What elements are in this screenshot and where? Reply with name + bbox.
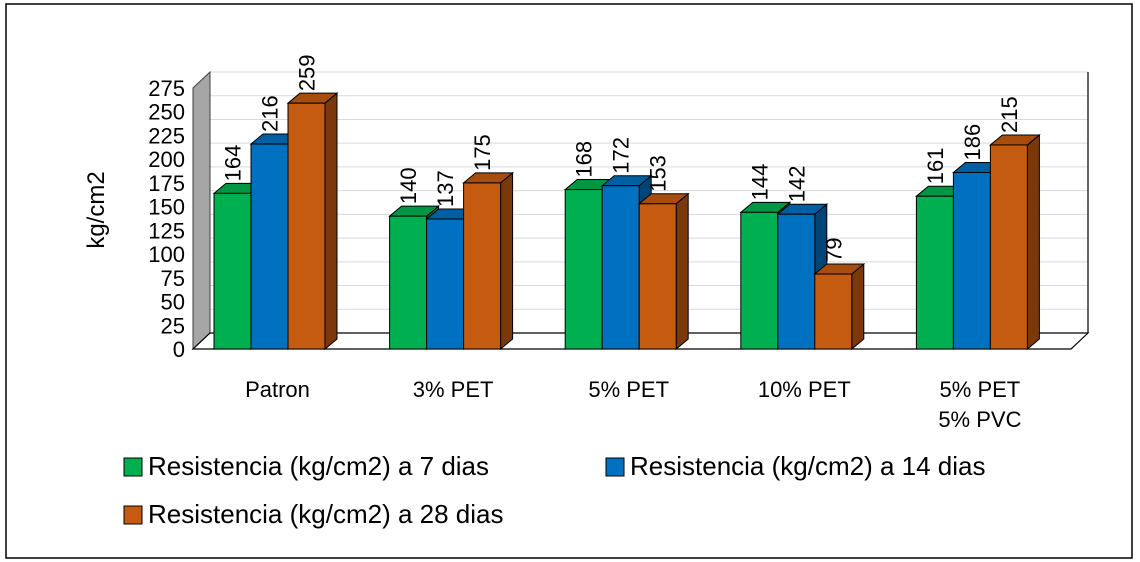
y-tick-label: 175 — [148, 171, 185, 196]
x-tick-label: 5% PET — [940, 377, 1021, 402]
bar-side — [675, 192, 689, 351]
data-label: 172 — [609, 137, 634, 174]
bar-front — [389, 215, 428, 350]
data-labels: 164 216 259 140 137 175 168 172 153 144 142 79 161 18… — [221, 54, 1022, 262]
bar-front — [250, 143, 289, 350]
bar-side — [324, 92, 338, 351]
legend-label: Resistencia (kg/cm2) a 14 dias — [630, 451, 985, 481]
y-tick-label: 250 — [148, 100, 185, 125]
bar-front — [463, 182, 502, 350]
bar-front — [287, 102, 326, 350]
data-label: 137 — [433, 170, 458, 207]
data-label: 153 — [646, 155, 671, 192]
data-label: 168 — [572, 141, 597, 178]
y-axis-title: kg/cm2 — [83, 171, 110, 248]
bar-front — [915, 195, 954, 350]
bars — [212, 92, 1041, 351]
side-wall — [192, 70, 211, 351]
bar-front — [740, 211, 779, 350]
y-tick-label: 125 — [148, 218, 185, 243]
bar-front — [601, 185, 640, 350]
data-label: 140 — [396, 167, 421, 204]
y-tick-label: 200 — [148, 147, 185, 172]
bar-side — [1026, 133, 1040, 351]
bar-front — [777, 213, 816, 350]
x-axis-categories: Patron 3% PET 5% PET 10% PET 5% PET 5% PVC — [245, 377, 1021, 432]
bar-front — [426, 218, 465, 350]
bar-front — [814, 273, 853, 350]
x-tick-label: 10% PET — [758, 377, 851, 402]
data-label: 215 — [997, 96, 1022, 133]
data-label: 216 — [258, 95, 283, 132]
bar-front — [989, 144, 1028, 350]
legend: Resistencia (kg/cm2) a 7 dias Resistencia… — [123, 451, 985, 529]
data-label: 259 — [295, 54, 320, 91]
legend-label: Resistencia (kg/cm2) a 7 dias — [148, 451, 489, 481]
legend-entry: Resistencia (kg/cm2) a 7 dias — [123, 451, 489, 481]
bar — [813, 262, 866, 351]
bar — [286, 92, 339, 351]
legend-swatch — [123, 505, 143, 525]
bar — [989, 133, 1041, 351]
legend-label: Resistencia (kg/cm2) a 28 dias — [148, 499, 503, 529]
data-label: 186 — [960, 124, 985, 161]
data-label: 161 — [923, 147, 948, 184]
bar-side — [851, 262, 865, 351]
y-tick-label: 150 — [148, 195, 185, 220]
x-tick-label: 5% PET — [588, 377, 669, 402]
bar — [462, 171, 514, 351]
bar-front — [213, 192, 252, 350]
data-label: 79 — [821, 238, 846, 262]
bar-side — [500, 171, 514, 351]
data-label: 144 — [747, 164, 772, 201]
y-tick-label: 225 — [148, 123, 185, 148]
bar-front — [952, 171, 991, 350]
legend-swatch — [605, 457, 625, 477]
x-tick-label: Patron — [245, 377, 310, 402]
bar-front — [564, 189, 603, 350]
legend-entry: Resistencia (kg/cm2) a 28 dias — [123, 499, 503, 529]
bar-front — [638, 203, 677, 350]
y-tick-label: 100 — [148, 242, 185, 267]
bar — [637, 192, 690, 351]
legend-entry: Resistencia (kg/cm2) a 14 dias — [605, 451, 985, 481]
y-tick-label: 275 — [148, 76, 185, 101]
data-label: 175 — [470, 134, 495, 171]
data-label: 164 — [221, 145, 246, 182]
x-tick-label: 5% PVC — [938, 407, 1021, 432]
data-label: 142 — [784, 166, 809, 203]
x-tick-label: 3% PET — [413, 377, 494, 402]
y-tick-label: 25 — [161, 313, 185, 338]
y-tick-label: 50 — [161, 290, 185, 315]
legend-swatch — [123, 457, 143, 477]
y-tick-label: 75 — [161, 266, 185, 291]
y-tick-label: 0 — [173, 337, 185, 362]
